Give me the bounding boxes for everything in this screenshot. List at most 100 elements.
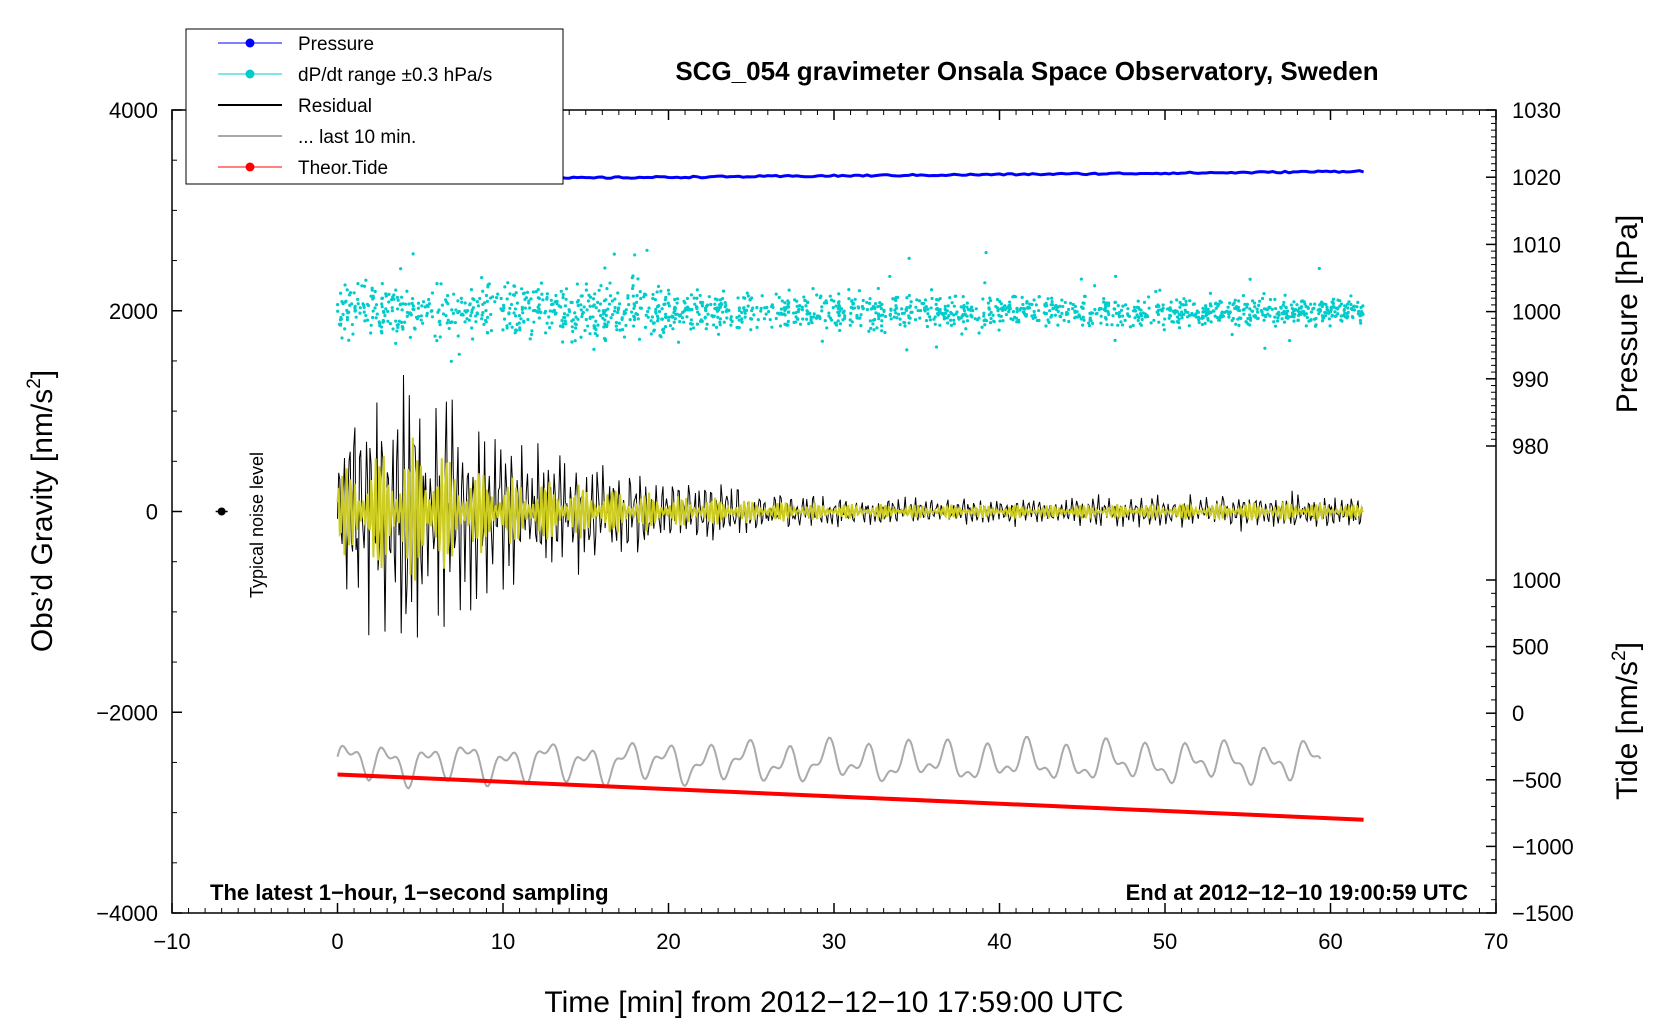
dpdt-point bbox=[948, 296, 952, 300]
dpdt-point bbox=[871, 322, 875, 326]
dpdt-point bbox=[597, 288, 601, 292]
dpdt-point bbox=[400, 295, 404, 299]
legend-marker bbox=[245, 38, 255, 48]
dpdt-point bbox=[1131, 323, 1135, 328]
dpdt-point bbox=[459, 296, 463, 300]
dpdt-point bbox=[774, 316, 778, 321]
dpdt-point bbox=[743, 311, 747, 315]
dpdt-point bbox=[907, 314, 911, 318]
dpdt-point bbox=[991, 313, 995, 317]
dpdt-point bbox=[1015, 320, 1019, 324]
dpdt-point bbox=[1273, 324, 1278, 328]
dpdt-point bbox=[1102, 297, 1106, 301]
dpdt-point bbox=[560, 318, 564, 323]
dpdt-point bbox=[450, 320, 454, 324]
dpdt-point bbox=[1244, 320, 1249, 324]
dpdt-point bbox=[805, 312, 809, 316]
dpdt-point bbox=[700, 304, 705, 308]
dpdt-point bbox=[1104, 305, 1108, 309]
dpdt-point bbox=[1246, 316, 1250, 321]
dpdt-point bbox=[1063, 300, 1067, 305]
dpdt-point bbox=[603, 266, 607, 270]
dpdt-point bbox=[584, 282, 588, 286]
dpdt-point bbox=[1056, 309, 1060, 314]
dpdt-point bbox=[1245, 305, 1249, 309]
dpdt-point bbox=[1226, 305, 1230, 309]
dpdt-point bbox=[715, 298, 719, 302]
dpdt-point bbox=[1275, 312, 1279, 316]
dpdt-point bbox=[725, 316, 729, 320]
dpdt-point bbox=[1104, 301, 1108, 305]
dpdt-point bbox=[674, 312, 678, 316]
dpdt-point bbox=[1201, 310, 1205, 314]
dpdt-point bbox=[467, 318, 471, 322]
dpdt-point bbox=[970, 305, 974, 309]
dpdt-point bbox=[1307, 319, 1311, 323]
dpdt-point bbox=[809, 315, 813, 319]
dpdt-point bbox=[1232, 301, 1236, 305]
dpdt-point bbox=[667, 315, 671, 319]
dpdt-point bbox=[550, 321, 554, 325]
dpdt-point bbox=[1015, 309, 1019, 314]
dpdt-point bbox=[545, 295, 549, 300]
dpdt-point bbox=[879, 307, 883, 311]
dpdt-point bbox=[430, 309, 434, 313]
pressure-tick-label: 1000 bbox=[1512, 300, 1561, 325]
dpdt-point bbox=[822, 301, 826, 305]
dpdt-point bbox=[401, 302, 405, 306]
dpdt-point bbox=[579, 303, 583, 307]
dpdt-point bbox=[643, 325, 648, 329]
dpdt-point bbox=[1206, 318, 1210, 322]
y-left-tick-label: 2000 bbox=[109, 299, 158, 324]
dpdt-point bbox=[421, 321, 425, 325]
dpdt-point bbox=[502, 306, 506, 310]
dpdt-point bbox=[616, 310, 620, 315]
dpdt-point bbox=[949, 311, 954, 316]
dpdt-point bbox=[1356, 300, 1360, 304]
dpdt-point bbox=[704, 304, 709, 308]
dpdt-point bbox=[1281, 303, 1285, 307]
dpdt-point bbox=[807, 322, 811, 326]
dpdt-point bbox=[889, 317, 893, 321]
dpdt-point bbox=[352, 291, 356, 295]
dpdt-point bbox=[709, 302, 713, 307]
dpdt-point bbox=[657, 309, 662, 314]
dpdt-point bbox=[795, 304, 799, 308]
dpdt-point bbox=[663, 298, 667, 302]
dpdt-point bbox=[837, 292, 841, 296]
dpdt-point bbox=[1352, 305, 1356, 309]
dpdt-point bbox=[627, 302, 631, 307]
dpdt-point bbox=[1288, 339, 1292, 343]
dpdt-point bbox=[1300, 299, 1305, 303]
dpdt-point bbox=[1201, 306, 1205, 310]
dpdt-point bbox=[539, 281, 544, 285]
dpdt-point bbox=[1136, 318, 1140, 323]
dpdt-point bbox=[620, 317, 624, 322]
tide-tick-label: 0 bbox=[1512, 701, 1524, 726]
dpdt-point bbox=[1111, 314, 1115, 318]
dpdt-point bbox=[905, 348, 909, 352]
dpdt-point bbox=[809, 319, 813, 323]
dpdt-point bbox=[755, 325, 759, 329]
dpdt-point bbox=[1080, 306, 1084, 310]
dpdt-point bbox=[655, 314, 660, 318]
dpdt-point bbox=[545, 321, 549, 325]
dpdt-point bbox=[450, 308, 454, 312]
dpdt-point bbox=[1071, 302, 1075, 307]
dpdt-point bbox=[865, 300, 869, 305]
dpdt-point bbox=[1268, 297, 1273, 302]
dpdt-point bbox=[605, 287, 609, 291]
dpdt-point bbox=[1135, 305, 1139, 309]
dpdt-point bbox=[1001, 319, 1005, 323]
dpdt-point bbox=[475, 311, 479, 315]
tide-tick-label: −500 bbox=[1512, 768, 1562, 793]
dpdt-point bbox=[602, 325, 606, 329]
dpdt-point bbox=[721, 310, 725, 314]
dpdt-point bbox=[509, 302, 514, 307]
dpdt-point bbox=[586, 299, 591, 303]
dpdt-point bbox=[380, 296, 385, 300]
dpdt-point bbox=[988, 299, 993, 303]
dpdt-point bbox=[375, 312, 379, 316]
dpdt-point bbox=[585, 308, 589, 312]
dpdt-point bbox=[1228, 310, 1232, 315]
